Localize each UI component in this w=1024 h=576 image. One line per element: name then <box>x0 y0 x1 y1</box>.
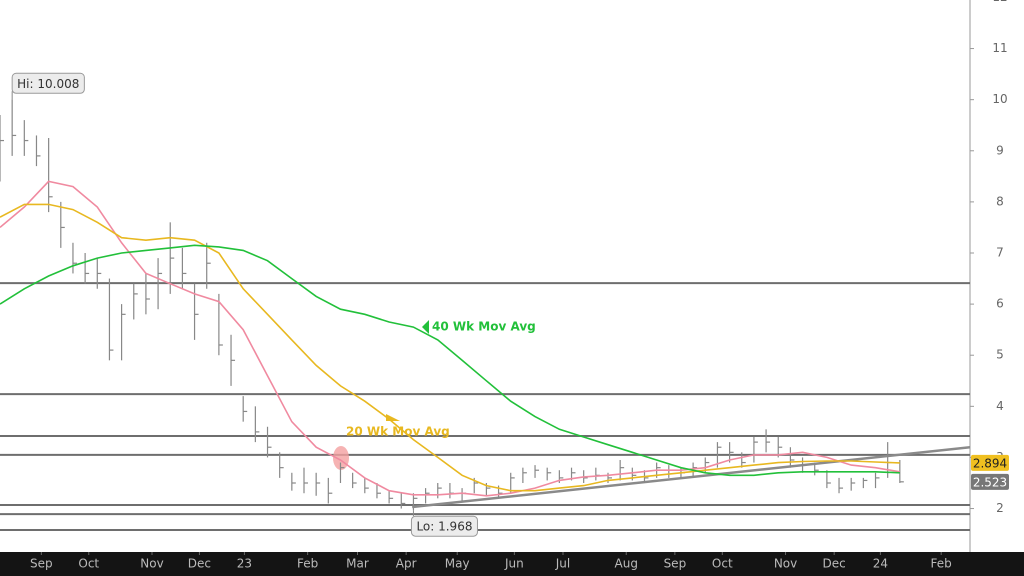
last-value-badge <box>971 454 1009 471</box>
lo-label-box <box>410 515 478 537</box>
x-tick-label: Nov <box>774 557 797 571</box>
hi-label-box <box>11 72 85 94</box>
x-tick-label: Aug <box>615 557 638 571</box>
y-tick-label: 9 <box>996 143 1004 157</box>
moving-average <box>0 203 900 492</box>
plot-area <box>0 99 970 532</box>
x-tick-label: Apr <box>396 557 417 571</box>
x-axis-strip <box>0 552 1024 576</box>
last-value-label: 2.894 <box>973 456 1007 470</box>
y-tick-label: 12 <box>992 0 1007 4</box>
last-value-label: 2.523 <box>973 475 1007 489</box>
x-tick-label: May <box>445 557 470 571</box>
y-tick-label: 4 <box>996 399 1004 413</box>
y-tick-label: 7 <box>996 246 1004 260</box>
y-tick-label: 10 <box>992 92 1007 106</box>
x-tick-label: Oct <box>78 557 99 571</box>
y-tick-label: 6 <box>996 297 1004 311</box>
last-value-badge <box>971 473 1009 490</box>
hi-label: Hi: 10.008 <box>11 72 85 94</box>
lo-label-text: Lo: 1.968 <box>416 520 472 534</box>
x-tick-label: Jul <box>555 557 570 571</box>
y-tick-label: 8 <box>996 194 1004 208</box>
x-tick-label: Dec <box>188 557 211 571</box>
lo-label: Lo: 1.968 <box>410 515 478 537</box>
label-arrow <box>386 414 400 421</box>
y-tick-label: 2 <box>996 501 1004 515</box>
x-tick-label: Jun <box>504 557 524 571</box>
label-arrow <box>422 320 429 334</box>
moving-average <box>0 244 900 477</box>
x-tick-label: 23 <box>237 557 252 571</box>
x-tick-label: Sep <box>30 557 53 571</box>
x-tick-label: Sep <box>664 557 687 571</box>
hi-label-text: Hi: 10.008 <box>17 77 79 91</box>
x-tick-label: Oct <box>712 557 733 571</box>
trend-line <box>412 445 970 509</box>
x-tick-label: Mar <box>346 557 369 571</box>
x-tick-label: Nov <box>140 557 163 571</box>
x-tick-label: Feb <box>931 557 952 571</box>
series-label: 20 Wk Mov Avg <box>346 425 450 439</box>
moving-average <box>0 180 900 497</box>
x-tick-label: 24 <box>873 557 888 571</box>
y-tick-label: 11 <box>992 41 1007 55</box>
x-tick-label: Dec <box>823 557 846 571</box>
x-tick-label: Feb <box>297 557 318 571</box>
y-tick-label: 5 <box>996 348 1004 362</box>
series-label: 40 Wk Mov Avg <box>432 320 536 334</box>
